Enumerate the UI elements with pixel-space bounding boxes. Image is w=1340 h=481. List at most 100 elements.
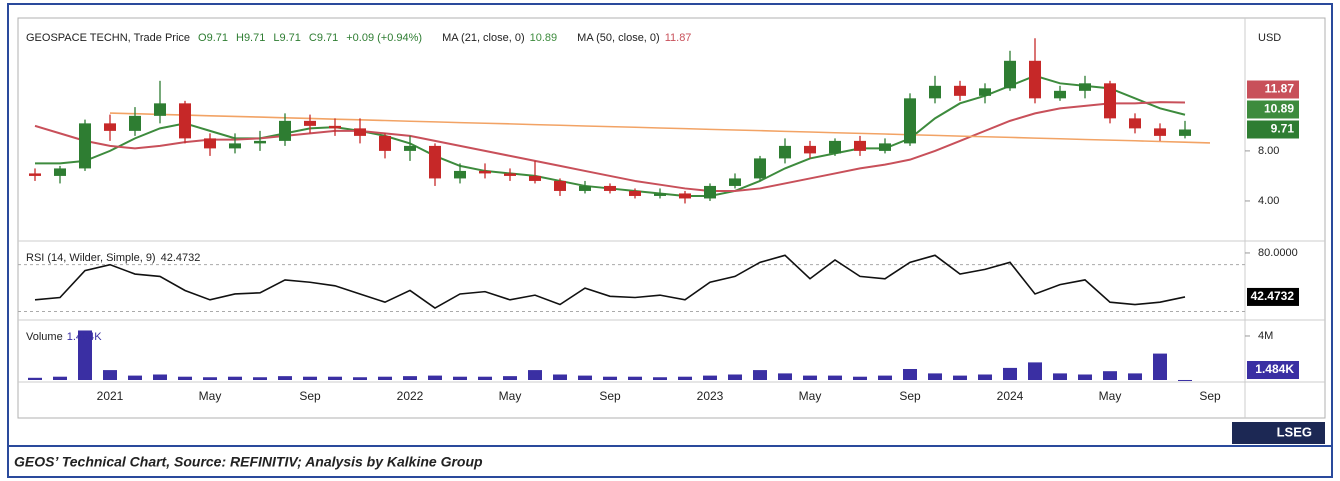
candle-body bbox=[429, 145, 441, 179]
legend-item: 1.484K bbox=[67, 331, 103, 343]
bar bbox=[728, 374, 742, 380]
legend-item: RSI (14, Wilder, Simple, 9) bbox=[26, 252, 156, 264]
x-tick-label: Sep bbox=[299, 389, 321, 403]
bar bbox=[878, 375, 892, 380]
brand-bar bbox=[1232, 422, 1325, 444]
bar bbox=[1103, 371, 1117, 380]
candle-body bbox=[504, 173, 516, 176]
bar bbox=[478, 376, 492, 380]
value-badge-label: 10.89 bbox=[1264, 102, 1294, 116]
candle-body bbox=[704, 185, 716, 199]
legend-item: H9.71 bbox=[236, 32, 265, 44]
bar bbox=[853, 376, 867, 380]
bar bbox=[628, 376, 642, 380]
line-series bbox=[34, 101, 1186, 192]
bar bbox=[278, 376, 292, 380]
legend-item: Volume bbox=[26, 331, 63, 343]
bar bbox=[153, 374, 167, 380]
candle-body bbox=[979, 88, 991, 96]
bar bbox=[453, 376, 467, 380]
candle-body bbox=[654, 193, 666, 196]
candle-body bbox=[179, 103, 191, 139]
bar bbox=[1053, 373, 1067, 380]
x-tick-label: May bbox=[1099, 389, 1122, 403]
candle-body bbox=[479, 170, 491, 174]
y-tick-label: 80.0000 bbox=[1258, 247, 1298, 259]
bar bbox=[603, 376, 617, 380]
candle-body bbox=[229, 143, 241, 149]
bar bbox=[253, 377, 267, 380]
candle-body bbox=[1079, 83, 1091, 91]
caption: GEOS’ Technical Chart, Source: REFINITIV… bbox=[14, 454, 483, 470]
candle-body bbox=[404, 145, 416, 151]
candle-body bbox=[1004, 60, 1016, 89]
candle-body bbox=[804, 145, 816, 154]
bar bbox=[228, 376, 242, 380]
candle-body bbox=[1129, 118, 1141, 129]
legend-item: C9.71 bbox=[309, 32, 338, 44]
candle-body bbox=[104, 123, 116, 131]
legend: RSI (14, Wilder, Simple, 9) 42.4732 bbox=[26, 252, 200, 264]
bar bbox=[1128, 373, 1142, 380]
x-tick-label: Sep bbox=[1199, 389, 1221, 403]
candle-body bbox=[929, 85, 941, 99]
bar bbox=[178, 376, 192, 380]
legend-item: O9.71 bbox=[198, 32, 228, 44]
bar bbox=[1003, 367, 1017, 380]
candle-body bbox=[1054, 90, 1066, 99]
value-badge-label: 1.484K bbox=[1255, 362, 1294, 376]
bar bbox=[528, 370, 542, 380]
bar bbox=[653, 377, 667, 380]
line-series bbox=[34, 254, 1186, 309]
bar bbox=[303, 376, 317, 380]
candle-body bbox=[779, 145, 791, 159]
candle-body bbox=[1154, 128, 1166, 136]
bar bbox=[1078, 374, 1092, 380]
bar bbox=[78, 330, 92, 380]
candle-body bbox=[554, 180, 566, 191]
bar bbox=[1178, 379, 1192, 381]
bar bbox=[678, 376, 692, 380]
candle-body bbox=[54, 168, 66, 176]
bar bbox=[928, 373, 942, 380]
candle-body bbox=[154, 103, 166, 116]
bar bbox=[328, 376, 342, 380]
x-tick-label: 2024 bbox=[997, 389, 1024, 403]
bar bbox=[903, 368, 917, 380]
legend-item: GEOSPACE TECHN, Trade Price bbox=[26, 32, 190, 44]
bar bbox=[553, 374, 567, 380]
candle-body bbox=[129, 115, 141, 131]
y-axis-label: USD bbox=[1258, 32, 1281, 44]
x-tick-label: Sep bbox=[599, 389, 621, 403]
x-tick-label: 2022 bbox=[397, 389, 424, 403]
bar bbox=[53, 376, 67, 380]
candle-body bbox=[304, 120, 316, 126]
candle-body bbox=[279, 120, 291, 141]
candle-body bbox=[1179, 129, 1191, 136]
candle-body bbox=[579, 185, 591, 191]
bar bbox=[128, 375, 142, 380]
candle-body bbox=[879, 143, 891, 151]
bar bbox=[203, 377, 217, 380]
bar bbox=[503, 376, 517, 380]
bar bbox=[778, 373, 792, 380]
legend-item: +0.09 (+0.94%) bbox=[346, 32, 422, 44]
candle-body bbox=[354, 128, 366, 136]
x-tick-label: 2023 bbox=[697, 389, 724, 403]
legend-item: 10.89 bbox=[530, 32, 558, 44]
candle-body bbox=[329, 125, 341, 129]
brand: LSEG bbox=[1277, 424, 1312, 439]
bar bbox=[1028, 362, 1042, 380]
bar bbox=[803, 375, 817, 380]
value-badge-label: 11.87 bbox=[1265, 82, 1295, 96]
candle-body bbox=[629, 190, 641, 196]
y-tick-label: 4.00 bbox=[1258, 195, 1279, 207]
candle-body bbox=[679, 193, 691, 199]
candle-body bbox=[254, 140, 266, 144]
bar bbox=[828, 375, 842, 380]
candle-body bbox=[904, 98, 916, 144]
value-badge bbox=[1247, 100, 1299, 119]
y-tick-label: 4M bbox=[1258, 330, 1273, 342]
legend-item: MA (21, close, 0) bbox=[442, 32, 525, 44]
